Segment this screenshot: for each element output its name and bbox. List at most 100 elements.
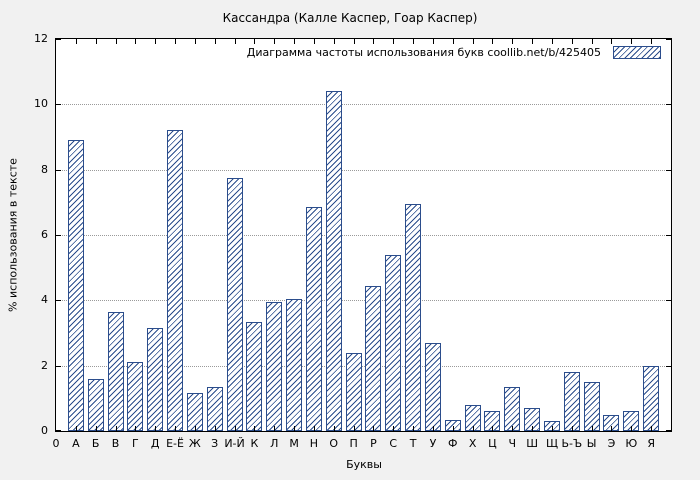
bar-Т <box>405 203 422 431</box>
x-tick-mark <box>75 39 77 44</box>
bar-К <box>246 321 263 431</box>
x-tick-label: Х <box>468 437 477 450</box>
x-tick-label: Ф <box>448 437 458 450</box>
x-tick-label: Ы <box>586 437 597 450</box>
bar-Ш <box>524 408 541 431</box>
bar-Ц <box>484 411 501 431</box>
gridline <box>56 169 671 171</box>
y-tick-mark <box>666 430 671 431</box>
y-tick-mark <box>666 169 671 171</box>
bar-Д <box>147 328 164 431</box>
bar-Ь-Ъ <box>563 372 580 431</box>
x-tick-mark <box>413 426 415 431</box>
x-tick-mark <box>472 426 474 431</box>
x-tick-label: Б <box>91 437 100 450</box>
bar-Б <box>87 378 104 431</box>
y-tick-mark <box>666 300 671 302</box>
x-tick-mark <box>214 426 216 431</box>
x-tick-mark <box>75 426 77 431</box>
x-tick-mark <box>135 39 137 44</box>
x-tick-mark <box>254 39 256 44</box>
y-tick-label: 10 <box>34 97 48 111</box>
x-tick-label: Я <box>647 437 655 450</box>
y-tick-label: 8 <box>41 162 48 176</box>
x-tick-mark <box>651 426 653 431</box>
x-tick-label: А <box>72 437 80 450</box>
x-tick-mark <box>333 426 335 431</box>
x-tick-mark <box>313 39 315 44</box>
x-tick-mark <box>294 39 296 44</box>
y-tick-mark <box>56 430 61 431</box>
x-tick-label: Ц <box>488 437 497 450</box>
x-tick-mark <box>591 426 593 431</box>
bar-Ч <box>504 386 521 431</box>
y-tick-mark <box>666 235 671 236</box>
y-tick-mark <box>56 169 61 171</box>
legend: Диаграмма частоты использования букв coo… <box>247 46 661 59</box>
bar-Э <box>603 414 620 431</box>
x-tick-mark <box>175 39 177 44</box>
y-tick-label: 4 <box>41 293 48 307</box>
x-tick-mark <box>135 426 137 431</box>
bar-В <box>107 311 124 431</box>
x-tick-mark <box>393 39 395 44</box>
x-tick-label: Т <box>409 437 417 450</box>
x-tick-mark <box>194 426 196 431</box>
bar-Ж <box>186 393 203 431</box>
x-tick-label: Г <box>131 437 139 450</box>
legend-label: Диаграмма частоты использования букв coo… <box>246 46 601 59</box>
x-tick-label: И-Й <box>224 437 245 450</box>
x-tick-label: У <box>429 437 437 450</box>
x-tick-mark <box>452 426 454 431</box>
x-tick-mark <box>472 39 474 44</box>
x-tick-label: С <box>389 437 398 450</box>
y-tick-mark <box>56 104 61 106</box>
bar-Г <box>127 362 144 431</box>
x-tick-mark <box>571 39 573 44</box>
bar-А <box>67 140 84 431</box>
y-tick-mark <box>56 300 61 302</box>
x-tick-label: Ю <box>625 437 638 450</box>
x-tick-label: К <box>250 437 259 450</box>
x-tick-label: 0 <box>52 437 60 450</box>
x-tick-mark <box>512 39 514 44</box>
x-tick-mark <box>274 426 276 431</box>
x-tick-mark <box>532 426 534 431</box>
x-tick-label: Р <box>370 437 377 450</box>
gridline <box>56 300 671 302</box>
x-tick-label: О <box>329 437 339 450</box>
x-tick-mark <box>611 426 613 431</box>
x-tick-mark <box>571 426 573 431</box>
x-tick-mark <box>492 39 494 44</box>
x-tick-mark <box>413 39 415 44</box>
bar-Х <box>464 404 481 431</box>
x-tick-mark <box>214 39 216 44</box>
x-tick-mark <box>234 39 236 44</box>
x-tick-mark <box>333 39 335 44</box>
x-tick-mark <box>532 39 534 44</box>
chart-title: Кассандра (Калле Каспер, Гоар Каспер) <box>222 11 478 25</box>
x-tick-mark <box>155 426 157 431</box>
bar-Я <box>643 365 660 431</box>
legend-swatch <box>613 46 661 59</box>
x-tick-mark <box>194 39 196 44</box>
bar-Е-Ё <box>167 130 184 431</box>
x-tick-mark <box>591 39 593 44</box>
y-tick-mark <box>666 104 671 106</box>
x-tick-mark <box>551 426 553 431</box>
x-tick-label: Э <box>607 437 616 450</box>
x-tick-mark <box>373 426 375 431</box>
y-tick-mark <box>56 235 61 236</box>
y-tick-mark <box>56 365 61 367</box>
x-tick-label: П <box>349 437 358 450</box>
x-tick-mark <box>452 39 454 44</box>
x-tick-mark <box>234 426 236 431</box>
x-tick-mark <box>95 39 97 44</box>
bar-У <box>424 342 441 431</box>
x-tick-mark <box>294 426 296 431</box>
x-tick-mark <box>432 426 434 431</box>
bar-Л <box>266 301 283 431</box>
x-tick-mark <box>353 426 355 431</box>
x-tick-label: М <box>289 437 299 450</box>
